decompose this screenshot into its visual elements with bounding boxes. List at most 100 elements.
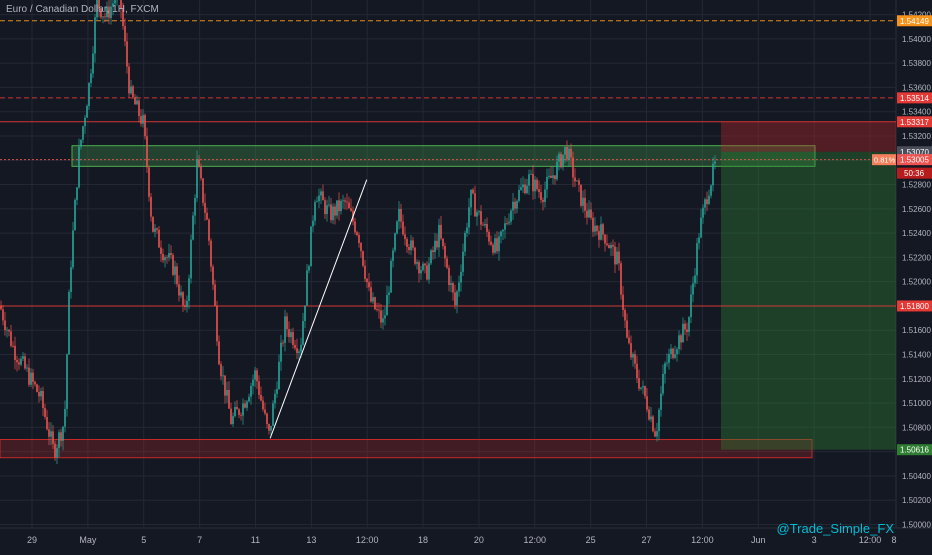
price-label: 1.51800 — [900, 302, 929, 311]
short-position-tool[interactable] — [721, 122, 896, 450]
candle-body — [62, 427, 64, 441]
candle-body — [78, 147, 80, 188]
candle-body — [582, 198, 584, 206]
candle-body — [178, 284, 180, 295]
candle-body — [456, 292, 458, 306]
candle-body — [578, 180, 580, 184]
candle-body — [92, 53, 94, 73]
candle-body — [496, 238, 498, 251]
candle-body — [190, 240, 192, 279]
take-profit-area[interactable] — [721, 152, 896, 450]
candle-body — [468, 207, 470, 227]
candle-body — [678, 335, 680, 349]
y-tick-label: 1.53600 — [902, 83, 931, 92]
candle-body — [576, 180, 578, 181]
candle-body — [652, 416, 654, 431]
candle-body — [16, 360, 18, 362]
candle-body — [378, 310, 380, 311]
candle-body — [422, 264, 424, 270]
candle-body — [592, 218, 594, 232]
candle-body — [402, 222, 404, 235]
candle-body — [64, 409, 66, 427]
candle-body — [668, 354, 670, 363]
candle-body — [236, 407, 238, 409]
candle-body — [544, 189, 546, 202]
candle-body — [712, 164, 714, 186]
y-tick-label: 1.52800 — [902, 181, 931, 190]
candle-body — [38, 392, 40, 396]
candle-body — [52, 431, 54, 443]
candle-body — [0, 306, 2, 309]
candle-body — [146, 136, 148, 167]
candle-body — [270, 426, 272, 431]
candle-body — [198, 159, 200, 167]
candle-body — [504, 223, 506, 229]
candle-body — [370, 287, 372, 301]
candle-body — [602, 224, 604, 234]
candle-body — [488, 232, 490, 242]
candle-body — [622, 295, 624, 310]
y-tick-label: 1.51000 — [902, 399, 931, 408]
candle-body — [308, 266, 310, 270]
candle-body — [158, 230, 160, 248]
candle-body — [276, 389, 278, 394]
y-tick-label: 1.50000 — [902, 521, 931, 530]
candle-body — [414, 248, 416, 264]
candle-body — [702, 208, 704, 218]
candle-body — [528, 174, 530, 185]
candle-body — [246, 401, 248, 407]
candle-body — [444, 246, 446, 258]
candle-body — [294, 345, 296, 348]
candle-body — [176, 266, 178, 284]
candle-body — [542, 200, 544, 202]
candle-body — [676, 349, 678, 354]
candle-body — [84, 118, 86, 127]
candle-body — [520, 187, 522, 190]
candle-body — [516, 201, 518, 209]
candle-body — [136, 101, 138, 105]
x-tick-label: 8 — [891, 535, 896, 545]
candle-body — [500, 231, 502, 236]
candle-body — [574, 177, 576, 181]
candle-body — [612, 245, 614, 247]
y-tick-label: 1.52000 — [902, 278, 931, 287]
candle-body — [562, 155, 564, 168]
candle-body — [664, 363, 666, 374]
candle-body — [292, 332, 294, 345]
candle-body — [480, 211, 482, 225]
support-zone[interactable] — [0, 440, 812, 458]
x-tick-label: 12:00 — [691, 535, 714, 545]
y-tick-label: 1.50200 — [902, 496, 931, 505]
candle-body — [356, 232, 358, 235]
resistance-zone[interactable] — [72, 146, 815, 167]
candle-body — [324, 200, 326, 214]
candle-body — [658, 410, 660, 431]
candle-body — [698, 237, 700, 243]
x-tick-label: 29 — [27, 535, 37, 545]
candle-body — [564, 147, 566, 155]
candle-body — [510, 210, 512, 221]
candle-body — [358, 235, 360, 243]
candle-body — [714, 162, 716, 164]
candle-body — [484, 224, 486, 225]
candle-body — [240, 415, 242, 416]
candle-body — [114, 0, 116, 3]
candle-body — [310, 226, 312, 266]
candle-body — [334, 207, 336, 216]
candle-body — [90, 74, 92, 83]
candle-body — [410, 240, 412, 250]
stop-loss-area[interactable] — [721, 122, 896, 152]
candle-body — [486, 224, 488, 232]
candle-body — [640, 387, 642, 388]
y-tick-label: 1.52200 — [902, 253, 931, 262]
candle-body — [336, 200, 338, 215]
candle-body — [214, 284, 216, 305]
candle-body — [482, 225, 484, 226]
candle-body — [694, 275, 696, 283]
candle-body — [288, 329, 290, 337]
y-tick-label: 1.51400 — [902, 351, 931, 360]
candle-body — [238, 409, 240, 415]
candle-body — [538, 189, 540, 192]
